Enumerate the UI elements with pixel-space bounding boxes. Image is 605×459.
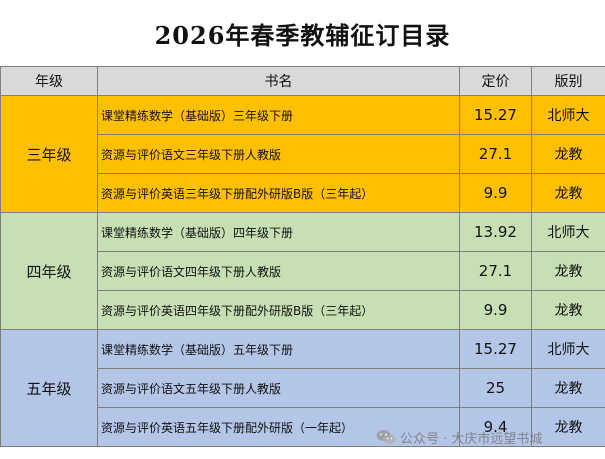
header-price: 定价 [459,66,532,96]
book-cell: 资源与评价英语三年级下册配外研版B版（三年起） [97,173,460,213]
price-cell: 27.1 [459,251,532,291]
grade-cell: 五年级 [0,329,98,447]
book-cell: 资源与评价英语五年级下册配外研版（一年起） [97,407,460,447]
price-cell: 13.92 [459,212,532,252]
table-row: 资源与评价英语五年级下册配外研版（一年起） 9.4 龙教 [1,407,605,447]
price-cell: 9.9 [459,173,532,213]
table-row: 四年级 课堂精练数学（基础版）四年级下册 13.92 北师大 [0,212,605,330]
header-publisher: 版别 [531,66,605,96]
table-row: 三年级 课堂精练数学（基础版）三年级下册 15.27 北师大 [0,95,605,213]
publisher-cell: 龙教 [531,173,605,213]
page-title: 2026年春季教辅征订目录 [154,20,451,50]
table-row: 资源与评价语文三年级下册人教版 27.1 龙教 [1,134,605,174]
publisher-cell: 北师大 [531,329,605,369]
table-header-row: 年级 书名 定价 版别 [0,66,605,96]
price-cell: 9.4 [459,407,532,447]
publisher-cell: 龙教 [531,251,605,291]
book-cell: 课堂精练数学（基础版）四年级下册 [97,212,460,252]
book-cell: 资源与评价英语四年级下册配外研版B版（三年起） [97,290,460,330]
book-cell: 课堂精练数学（基础版）三年级下册 [97,95,460,135]
grade-cell: 三年级 [0,95,98,213]
publisher-cell: 龙教 [531,368,605,408]
wechat-icon [376,429,396,445]
price-cell: 25 [459,368,532,408]
table-row: 五年级 课堂精练数学（基础版）五年级下册 15.27 北师大 [0,329,605,447]
price-cell: 9.9 [459,290,532,330]
price-cell: 15.27 [459,329,532,369]
publisher-cell: 龙教 [531,134,605,174]
price-cell: 15.27 [459,95,532,135]
watermark: 公众号 · 大庆市远望书城 [376,426,542,448]
grade-cell: 四年级 [0,212,98,330]
publisher-cell: 北师大 [531,212,605,252]
publisher-cell: 北师大 [531,95,605,135]
table-row: 资源与评价语文四年级下册人教版 27.1 龙教 [1,251,605,291]
book-cell: 课堂精练数学（基础版）五年级下册 [97,329,460,369]
book-cell: 资源与评价语文四年级下册人教版 [97,251,460,291]
book-cell: 资源与评价语文三年级下册人教版 [97,134,460,174]
header-book: 书名 [97,66,460,96]
publisher-cell: 龙教 [531,290,605,330]
table-row: 资源与评价英语四年级下册配外研版B版（三年起） 9.9 龙教 [1,290,605,330]
table-row: 资源与评价语文五年级下册人教版 25 龙教 [1,368,605,408]
header-grade: 年级 [0,66,98,96]
book-cell: 资源与评价语文五年级下册人教版 [97,368,460,408]
table-row: 资源与评价英语三年级下册配外研版B版（三年起） 9.9 龙教 [1,173,605,213]
watermark-text: 公众号 · 大庆市远望书城 [400,431,543,447]
catalog-table: 年级 书名 定价 版别 三年级 课堂精练数学（基础版）三年级下册 15.27 北… [0,66,605,447]
publisher-cell: 龙教 [531,407,605,447]
price-cell: 27.1 [459,134,532,174]
